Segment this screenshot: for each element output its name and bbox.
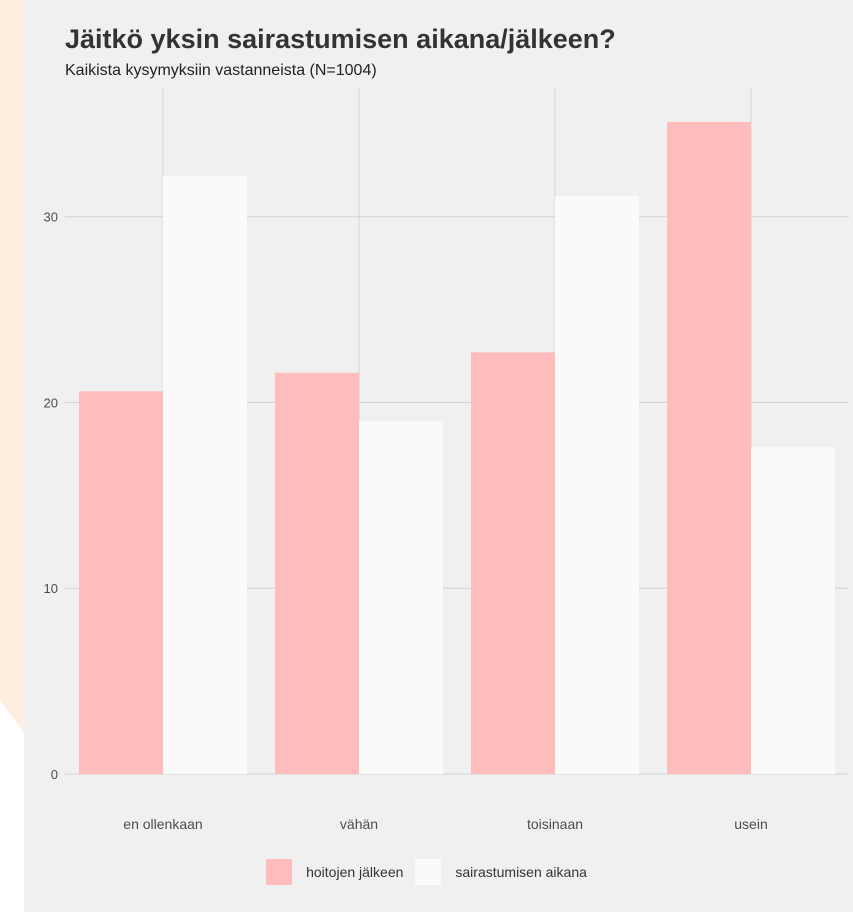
chart-subtitle: Kaikista kysymyksiin vastanneista (N=100… — [65, 62, 377, 79]
y-tick-label: 0 — [51, 767, 58, 782]
x-tick-label: vähän — [340, 816, 378, 832]
y-tick-label: 30 — [44, 210, 58, 225]
bar-sairastumisen-aikana — [359, 421, 443, 774]
bar-hoitojen-jalkeen — [471, 352, 555, 774]
bar-hoitojen-jalkeen — [667, 122, 751, 774]
x-tick-label: usein — [734, 816, 767, 832]
bar-sairastumisen-aikana — [163, 175, 247, 774]
legend-item-hoitojen-jalkeen: hoitojen jälkeen — [266, 859, 403, 885]
x-tick-label: toisinaan — [527, 816, 583, 832]
legend-item-sairastumisen-aikana: sairastumisen aikana — [415, 859, 587, 885]
bar-hoitojen-jalkeen — [275, 372, 359, 774]
legend: hoitojen jälkeen sairastumisen aikana — [0, 858, 853, 886]
legend-swatch-sairastumisen-aikana — [415, 859, 442, 885]
chart-title: Jäitkö yksin sairastumisen aikana/jälkee… — [65, 24, 616, 54]
y-tick-label: 20 — [44, 395, 58, 410]
bar-hoitojen-jalkeen — [79, 391, 163, 774]
x-tick-label: en ollenkaan — [123, 816, 202, 832]
y-tick-label: 10 — [44, 581, 58, 596]
legend-label-sairastumisen-aikana: sairastumisen aikana — [455, 864, 587, 880]
bar-sairastumisen-aikana — [555, 196, 639, 774]
legend-label-hoitojen-jalkeen: hoitojen jälkeen — [306, 864, 404, 880]
bar-sairastumisen-aikana — [751, 447, 835, 774]
legend-swatch-hoitojen-jalkeen — [266, 859, 293, 885]
